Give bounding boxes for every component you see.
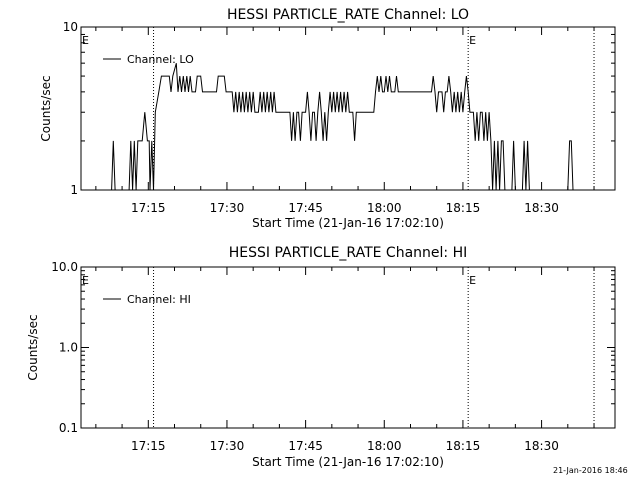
legend-label-1-0: Channel: HI [127, 293, 191, 306]
plot-frame-0 [80, 26, 616, 191]
chart-title-1: HESSI PARTICLE_RATE Channel: HI [229, 245, 467, 261]
x-tick-label-1-0: 17:15 [131, 439, 166, 453]
footer-timestamp: 21-Jan-2016 18:46 [553, 466, 628, 475]
y-tick-label-1-0: 0.1 [59, 421, 78, 435]
x-tick-label-0-2: 17:45 [288, 201, 323, 215]
left-edge-marker-0: E [82, 34, 89, 47]
y-tick-label-0-1: 10 [63, 20, 78, 34]
x-tick-label-1-1: 17:30 [210, 439, 245, 453]
x-axis-label-1: Start Time (21-Jan-16 17:02:10) [252, 455, 444, 469]
x-tick-label-1-5: 18:30 [524, 439, 559, 453]
y-tick-label-1-1: 1.0 [59, 341, 78, 355]
y-axis-label-0: Counts/sec [39, 75, 53, 141]
x-tick-label-1-4: 18:15 [446, 439, 481, 453]
x-tick-label-1-2: 17:45 [288, 439, 323, 453]
x-tick-label-0-5: 18:30 [524, 201, 559, 215]
plot-frame-1 [80, 266, 616, 429]
y-tick-label-0-0: 1 [70, 183, 78, 197]
x-tick-label-0-3: 18:00 [367, 201, 402, 215]
event-line-label-1-1: E [469, 274, 476, 287]
left-edge-marker-1: E [82, 274, 89, 287]
legend-label-0-0: Channel: LO [127, 53, 194, 66]
y-tick-label-1-2: 10.0 [51, 260, 78, 274]
x-tick-label-0-0: 17:15 [131, 201, 166, 215]
event-line-label-0-1: E [469, 34, 476, 47]
x-axis-label-0: Start Time (21-Jan-16 17:02:10) [252, 216, 444, 230]
x-tick-label-0-1: 17:30 [210, 201, 245, 215]
chart-title-0: HESSI PARTICLE_RATE Channel: LO [227, 7, 469, 23]
x-tick-label-0-4: 18:15 [446, 201, 481, 215]
series-line-0-0 [111, 63, 574, 191]
y-axis-label-1: Counts/sec [26, 314, 40, 380]
x-tick-label-1-3: 18:00 [367, 439, 402, 453]
